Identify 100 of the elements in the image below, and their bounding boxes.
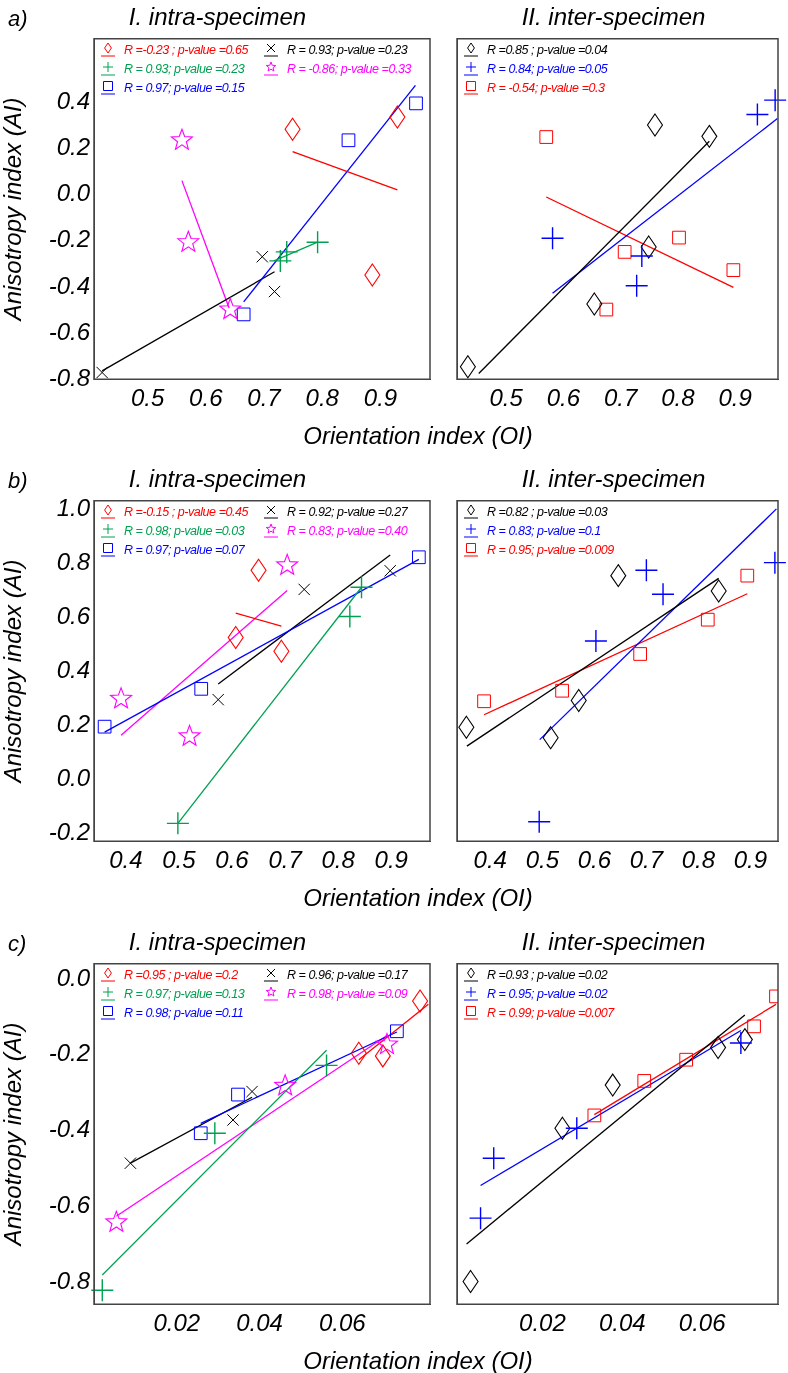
text: b) bbox=[8, 468, 28, 494]
chart-title: II. inter-specimen bbox=[521, 465, 706, 493]
x-tick-label: 0.06 bbox=[678, 1309, 727, 1337]
point bbox=[630, 245, 653, 268]
legend-label: R =0.82 ; p-value =0.03 bbox=[487, 505, 608, 520]
point bbox=[459, 355, 476, 379]
point bbox=[177, 230, 200, 252]
point bbox=[542, 726, 559, 750]
y-axis-title: Anisotropy index (AI) bbox=[0, 559, 27, 785]
legend-label: R = 0.96; p-value =0.17 bbox=[286, 968, 408, 983]
point bbox=[652, 583, 675, 606]
y-tick-label: 1.0 bbox=[56, 493, 91, 521]
point bbox=[409, 96, 423, 111]
point bbox=[701, 124, 718, 148]
y-tick-label: -0.8 bbox=[48, 363, 91, 391]
point bbox=[231, 1087, 245, 1102]
x-tick-label: 0.5 bbox=[489, 384, 524, 412]
x-tick-label: 0.9 bbox=[374, 846, 408, 874]
y-tick-label: -0.2 bbox=[48, 817, 90, 845]
point bbox=[554, 1116, 571, 1140]
point bbox=[170, 128, 193, 150]
x-tick-label: 0.02 bbox=[153, 1309, 201, 1337]
legend-label: R = 0.97; p-value =0.07 bbox=[124, 543, 245, 558]
y-tick-label: -0.8 bbox=[48, 1266, 91, 1294]
point bbox=[250, 558, 267, 582]
legend-label: R =0.93 ; p-value =0.02 bbox=[487, 968, 608, 983]
point bbox=[203, 1122, 226, 1145]
x-tick-label: 0.5 bbox=[525, 846, 560, 874]
y-tick-label: 0.8 bbox=[56, 547, 91, 575]
y-tick-label: -0.2 bbox=[48, 1039, 90, 1067]
point bbox=[764, 89, 787, 112]
point bbox=[477, 694, 491, 709]
legend-label: R = 0.98; p-value =0.09 bbox=[286, 987, 408, 1002]
point bbox=[710, 579, 727, 603]
point bbox=[736, 1028, 753, 1052]
x-tick-label: 0.6 bbox=[215, 846, 250, 874]
y-tick-label: -0.4 bbox=[48, 1115, 90, 1143]
point bbox=[384, 564, 397, 577]
point bbox=[364, 263, 381, 287]
x-tick-label: 0.7 bbox=[247, 384, 283, 412]
x-tick-label: 0.4 bbox=[109, 846, 143, 874]
x-axis-title: Orientation index (OI) bbox=[302, 884, 534, 912]
x-tick-label: 0.8 bbox=[321, 846, 356, 874]
point bbox=[105, 1210, 128, 1232]
chart-title: I. intra-specimen bbox=[128, 465, 307, 493]
y-tick-label: 0.2 bbox=[56, 133, 90, 161]
legend-label: R = 0.83; p-value =0.40 bbox=[286, 524, 408, 539]
x-axis-title: Orientation index (OI) bbox=[302, 422, 534, 450]
y-axis-title: Anisotropy index (AI) bbox=[0, 1022, 27, 1248]
legend-label: R = 0.84; p-value =0.05 bbox=[487, 62, 608, 77]
text: c) bbox=[8, 931, 27, 957]
y-tick-label: 0.4 bbox=[56, 655, 90, 683]
point bbox=[273, 639, 290, 663]
x-tick-label: 0.04 bbox=[598, 1309, 646, 1337]
point bbox=[700, 612, 715, 627]
point bbox=[729, 1032, 752, 1055]
y-tick-label: -0.4 bbox=[48, 271, 90, 299]
x-tick-label: 0.8 bbox=[681, 846, 716, 874]
y-tick-label: 0.0 bbox=[56, 763, 91, 791]
legend-label: R = 0.97; p-value =0.13 bbox=[124, 987, 245, 1002]
legend-label: R = 0.95; p-value =0.02 bbox=[487, 987, 608, 1002]
legend-label: R = 0.98; p-value =0.11 bbox=[124, 1006, 244, 1021]
point bbox=[646, 113, 664, 137]
point bbox=[710, 1036, 727, 1060]
x-tick-label: 0.6 bbox=[577, 846, 612, 874]
point bbox=[341, 133, 356, 148]
x-tick-label: 0.9 bbox=[733, 846, 768, 874]
point bbox=[747, 1019, 761, 1034]
legend-label: R = 0.97; p-value =0.15 bbox=[124, 81, 245, 96]
legend-label: R =-0.15 ; p-value =0.45 bbox=[124, 505, 249, 520]
y-tick-label: 0.2 bbox=[56, 709, 90, 737]
point bbox=[245, 1085, 259, 1098]
y-axis-title: Anisotropy index (AI) bbox=[0, 97, 27, 323]
point bbox=[96, 366, 109, 379]
legend-label: R = 0.92; p-value =0.27 bbox=[286, 505, 408, 520]
x-tick-label: 0.04 bbox=[236, 1309, 283, 1337]
point bbox=[570, 688, 587, 712]
point bbox=[617, 245, 632, 259]
x-tick-label: 0.02 bbox=[519, 1309, 566, 1337]
legend-label: R = 0.93; p-value =0.23 bbox=[124, 62, 245, 77]
point bbox=[389, 105, 406, 129]
y-tick-label: -0.6 bbox=[48, 1191, 91, 1219]
point bbox=[640, 235, 657, 259]
legend-label: R = 0.95; p-value =0.009 bbox=[487, 543, 614, 558]
point bbox=[604, 1073, 621, 1097]
point bbox=[555, 683, 569, 698]
point bbox=[610, 564, 627, 588]
point bbox=[633, 647, 647, 661]
point bbox=[256, 250, 269, 263]
x-tick-label: 0.4 bbox=[473, 846, 507, 874]
point bbox=[763, 551, 786, 574]
point bbox=[91, 1279, 114, 1302]
legend-label: R = -0.86; p-value =0.33 bbox=[286, 62, 411, 77]
legend-label: R = 0.93; p-value =0.23 bbox=[286, 43, 408, 58]
x-tick-label: 0.8 bbox=[305, 384, 340, 412]
point bbox=[350, 1041, 367, 1065]
x-tick-label: 0.6 bbox=[546, 384, 581, 412]
point bbox=[194, 681, 209, 696]
point bbox=[338, 605, 361, 628]
y-tick-label: 0.4 bbox=[56, 87, 90, 115]
